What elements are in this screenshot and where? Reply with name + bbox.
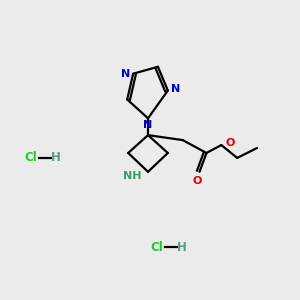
Text: O: O — [193, 176, 202, 186]
Text: Cl: Cl — [151, 241, 163, 254]
Text: N: N — [121, 69, 130, 79]
Text: H: H — [177, 241, 187, 254]
Text: N: N — [143, 120, 153, 130]
Text: N: N — [171, 84, 180, 94]
Text: O: O — [226, 138, 235, 148]
Text: Cl: Cl — [25, 152, 38, 164]
Text: H: H — [51, 152, 61, 164]
Text: NH: NH — [123, 171, 141, 181]
